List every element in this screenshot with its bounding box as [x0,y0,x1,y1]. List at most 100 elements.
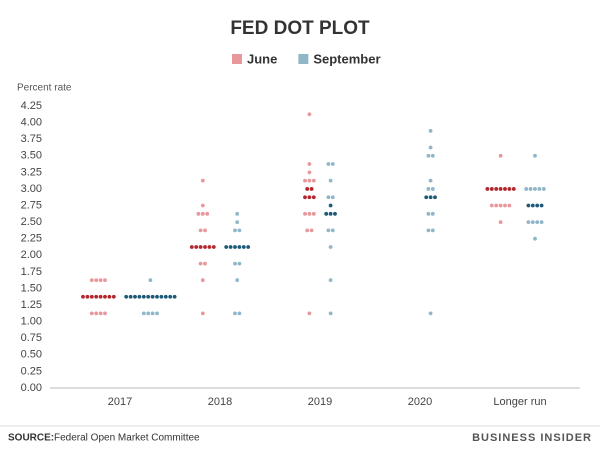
dot [328,278,333,283]
dot [303,195,307,200]
y-tick-label: 2.50 [21,216,42,228]
dot [224,245,229,249]
legend-swatch [298,54,309,64]
dot [503,187,507,191]
dot [103,278,107,283]
dot [94,294,99,299]
dot [430,187,435,191]
dot [237,245,242,249]
dot [494,203,499,208]
dot [305,187,310,191]
dot [200,203,205,208]
dot [507,187,512,191]
dot [328,203,333,208]
dot [328,211,333,216]
y-tick-label: 1.00 [21,316,42,328]
dot [94,311,99,316]
dot [141,311,146,316]
dot [237,311,242,316]
y-tick-label: 0.25 [21,365,42,377]
dot [155,311,159,316]
source-label: SOURCE: [8,433,54,444]
dot [168,294,173,299]
dot [537,187,542,191]
dot [303,178,307,183]
dot [150,311,155,316]
dot [489,187,494,191]
dot [237,261,242,266]
dot [89,294,94,299]
dot [103,311,107,316]
dot [233,245,237,249]
dot [207,245,212,249]
dot [511,187,516,191]
dot [198,245,203,249]
dot [330,195,335,200]
dot [326,228,331,233]
dot [146,311,151,316]
dot [330,162,335,166]
dot [309,187,314,191]
dot [205,211,210,216]
dot [141,294,146,299]
y-tick-label: 4.00 [21,116,42,128]
dot [533,153,537,158]
dot [430,153,435,158]
dot [228,245,233,249]
dot [424,195,429,200]
dot [428,178,433,183]
dot [198,261,203,266]
y-tick-label: 0.50 [21,349,42,361]
dot [237,228,242,233]
dot [526,203,531,208]
dot [98,278,103,283]
dot [498,187,503,191]
y-tick-label: 2.25 [21,233,42,245]
dot [81,294,85,299]
dot [235,278,240,283]
dot [324,211,329,216]
dot [494,187,499,191]
dot [489,203,494,208]
y-tick-label: 1.75 [21,266,42,278]
dot [196,211,201,216]
dot [426,211,431,216]
dot [307,311,312,316]
dot [428,128,433,133]
y-tick-label: 0.75 [21,332,42,344]
dot [111,294,116,299]
dot [541,187,546,191]
legend-swatch [232,54,242,64]
y-tick-label: 3.25 [21,166,42,178]
y-tick-label: 2.75 [21,199,42,211]
dot [328,178,333,183]
dot [148,278,153,283]
dot [159,294,164,299]
dot [235,211,240,216]
dot [200,178,205,183]
dot [309,228,314,233]
dot [507,203,512,208]
dot [98,294,103,299]
dot [198,228,203,233]
dot [233,228,237,233]
dot [133,294,137,299]
dot [89,311,94,316]
dot [539,203,544,208]
dot [200,211,205,216]
dot [539,220,544,225]
dot [498,153,503,158]
dot [433,195,437,200]
dot [524,187,529,191]
dot [430,211,435,216]
chart-title: FED DOT PLOT [230,18,370,39]
dot [307,162,312,166]
dot [246,245,251,249]
dot [163,294,168,299]
dot [426,187,431,191]
dot [333,211,337,216]
dot [498,220,503,225]
dot [172,294,177,299]
